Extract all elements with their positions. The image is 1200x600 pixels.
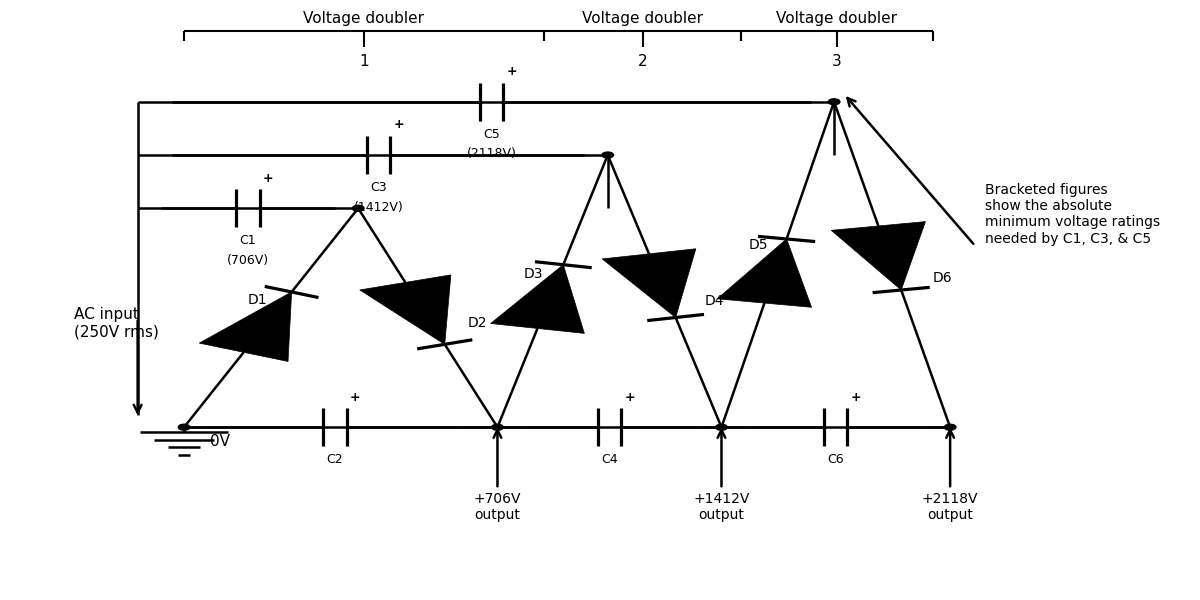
Polygon shape bbox=[491, 265, 584, 334]
Text: +: + bbox=[350, 391, 361, 404]
Text: +: + bbox=[263, 172, 274, 185]
Text: +: + bbox=[851, 391, 862, 404]
Text: D5: D5 bbox=[749, 238, 769, 252]
Polygon shape bbox=[199, 292, 292, 361]
Text: Voltage doubler: Voltage doubler bbox=[582, 11, 703, 26]
Text: Bracketed figures
show the absolute
minimum voltage ratings
needed by C1, C3, & : Bracketed figures show the absolute mini… bbox=[985, 183, 1160, 245]
Polygon shape bbox=[718, 239, 811, 307]
Text: AC input
(250V rms): AC input (250V rms) bbox=[74, 307, 158, 340]
Text: +: + bbox=[624, 391, 635, 404]
Text: D2: D2 bbox=[468, 316, 487, 330]
Text: D4: D4 bbox=[704, 294, 724, 308]
Text: 1: 1 bbox=[359, 55, 368, 70]
Text: C2: C2 bbox=[326, 453, 343, 466]
Text: C6: C6 bbox=[828, 453, 844, 466]
Circle shape bbox=[179, 424, 190, 430]
Circle shape bbox=[944, 424, 956, 430]
Text: D1: D1 bbox=[247, 293, 268, 307]
Circle shape bbox=[715, 424, 727, 430]
Polygon shape bbox=[832, 221, 925, 290]
Text: +1412V
output: +1412V output bbox=[694, 492, 750, 523]
Text: +706V
output: +706V output bbox=[474, 492, 521, 523]
Circle shape bbox=[492, 424, 503, 430]
Circle shape bbox=[353, 205, 364, 211]
Circle shape bbox=[602, 152, 613, 158]
Text: Voltage doubler: Voltage doubler bbox=[776, 11, 898, 26]
Text: D6: D6 bbox=[932, 271, 952, 284]
Text: 3: 3 bbox=[832, 55, 842, 70]
Circle shape bbox=[828, 99, 840, 105]
Text: +2118V
output: +2118V output bbox=[922, 492, 978, 523]
Text: 2: 2 bbox=[637, 55, 647, 70]
Text: D3: D3 bbox=[524, 267, 544, 281]
Text: (1412V): (1412V) bbox=[354, 200, 403, 214]
Text: (2118V): (2118V) bbox=[467, 148, 516, 160]
Text: +: + bbox=[394, 118, 404, 131]
Text: Voltage doubler: Voltage doubler bbox=[304, 11, 425, 26]
Text: C1: C1 bbox=[240, 235, 257, 247]
Text: 0V: 0V bbox=[210, 434, 229, 449]
Polygon shape bbox=[360, 275, 451, 344]
Text: C3: C3 bbox=[370, 181, 386, 194]
Text: C5: C5 bbox=[484, 128, 500, 141]
Text: +: + bbox=[506, 65, 517, 78]
Text: C4: C4 bbox=[601, 453, 618, 466]
Polygon shape bbox=[602, 249, 696, 317]
Text: (706V): (706V) bbox=[227, 254, 269, 267]
